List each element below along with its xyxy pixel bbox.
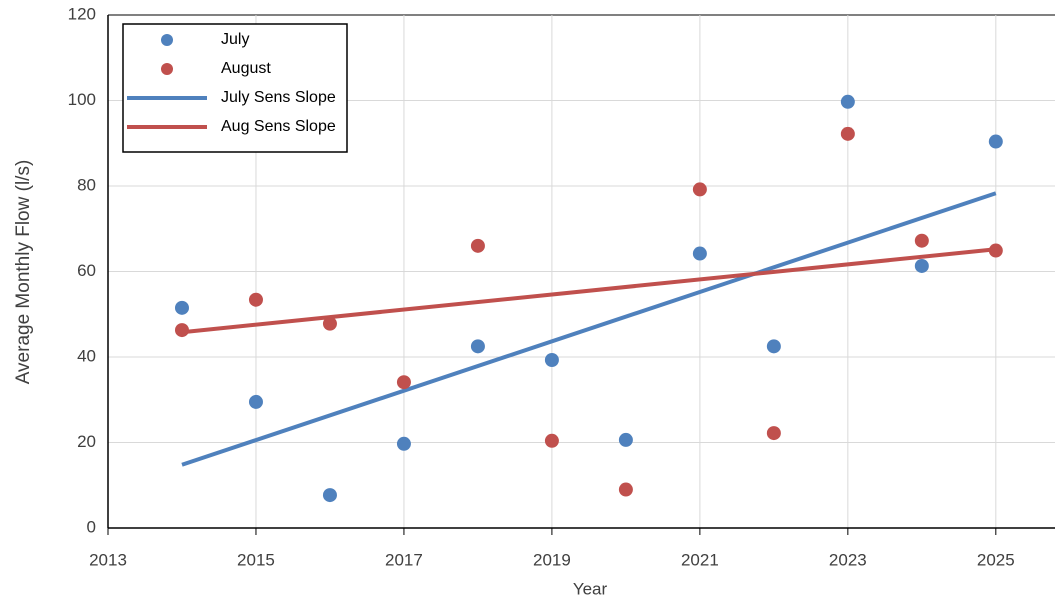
x-tick-label: 2017 bbox=[385, 550, 423, 569]
point bbox=[766, 339, 781, 354]
legend-label: July Sens Slope bbox=[221, 89, 336, 106]
legend-label: July bbox=[221, 31, 249, 48]
point bbox=[248, 292, 263, 307]
point bbox=[914, 258, 929, 273]
point bbox=[322, 316, 337, 331]
point bbox=[174, 300, 189, 315]
x-tick-label: 2013 bbox=[89, 550, 127, 569]
point bbox=[470, 339, 485, 354]
point bbox=[544, 352, 559, 367]
point bbox=[618, 432, 633, 447]
point bbox=[470, 238, 485, 253]
point bbox=[396, 436, 411, 451]
point bbox=[544, 433, 559, 448]
point bbox=[618, 482, 633, 497]
y-tick-label: 80 bbox=[77, 175, 96, 194]
legend-marker bbox=[161, 34, 173, 46]
x-tick-label: 2023 bbox=[829, 550, 867, 569]
x-axis-label: Year bbox=[573, 579, 608, 598]
point bbox=[692, 182, 707, 197]
y-tick-label: 120 bbox=[68, 4, 96, 23]
point bbox=[766, 426, 781, 441]
point bbox=[988, 134, 1003, 149]
point bbox=[322, 488, 337, 503]
x-tick-label: 2015 bbox=[237, 550, 275, 569]
y-axis-label: Average Monthly Flow (l/s) bbox=[13, 160, 34, 385]
y-tick-label: 60 bbox=[77, 261, 96, 280]
legend: July August July Sens Slope Aug Sens Slope bbox=[122, 23, 348, 153]
point bbox=[840, 94, 855, 109]
legend-label: Aug Sens Slope bbox=[221, 118, 336, 135]
point bbox=[692, 246, 707, 261]
legend-box bbox=[122, 23, 348, 153]
point bbox=[248, 394, 263, 409]
legend-marker bbox=[161, 63, 173, 75]
y-tick-label: 40 bbox=[77, 346, 96, 365]
trend-line bbox=[181, 247, 997, 335]
y-tick-label: 20 bbox=[77, 432, 96, 451]
point bbox=[396, 375, 411, 390]
x-tick-label: 2025 bbox=[977, 550, 1015, 569]
point bbox=[914, 233, 929, 248]
legend-label: August bbox=[221, 60, 271, 77]
point bbox=[174, 323, 189, 338]
trend-line bbox=[181, 191, 997, 467]
point bbox=[840, 126, 855, 141]
x-tick-label: 2021 bbox=[681, 550, 719, 569]
y-tick-label: 100 bbox=[68, 90, 96, 109]
point bbox=[988, 243, 1003, 258]
y-tick-label: 0 bbox=[87, 517, 96, 536]
x-tick-label: 2019 bbox=[533, 550, 571, 569]
